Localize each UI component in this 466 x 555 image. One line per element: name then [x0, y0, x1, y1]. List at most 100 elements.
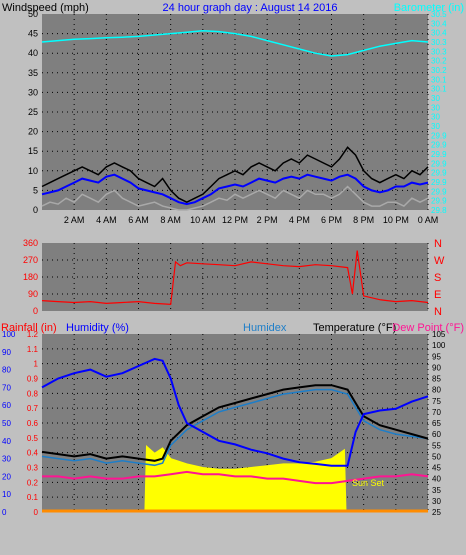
- x-tick-label: 12 PM: [222, 215, 248, 225]
- x-tick-label: 0 AM: [418, 215, 439, 225]
- wind-axis-tick: 35: [28, 68, 38, 78]
- direction-axis-tick: 0: [33, 306, 38, 316]
- barometer-axis-tick: 29.8: [431, 206, 447, 215]
- rain-axis-tick: 0.8: [27, 389, 39, 398]
- x-tick-label: 2 PM: [257, 215, 278, 225]
- x-tick-label: 2 AM: [64, 215, 85, 225]
- barometer-axis-tick: 29.9: [431, 131, 447, 140]
- compass-axis-tick: E: [434, 289, 441, 301]
- wind-lull-series: [41, 185, 429, 211]
- x-tick-label: 8 AM: [160, 215, 181, 225]
- barometer-axis-tick: 29.9: [431, 159, 447, 168]
- humidity-axis-tick: 0: [2, 508, 7, 517]
- barometer-axis-tick: 29.9: [431, 187, 447, 196]
- temperature-axis-tick: 40: [432, 475, 441, 484]
- x-tick-label: 10 AM: [190, 215, 216, 225]
- temperature-axis-tick: 65: [432, 419, 441, 428]
- humidity-axis-tick: 30: [2, 455, 11, 464]
- barometer-axis-tick: 30.2: [431, 57, 447, 66]
- wind-panel: [41, 30, 429, 211]
- temperature-axis-tick: 35: [432, 486, 441, 495]
- wind-axis-tick: 20: [28, 127, 38, 137]
- compass-axis-tick: S: [434, 272, 441, 284]
- rain-axis-tick: 0.1: [27, 493, 39, 502]
- wind-axis-tick: 30: [28, 87, 38, 97]
- direction-axis-tick: 180: [23, 272, 38, 282]
- chart-title: 24 hour graph day : August 14 2016: [163, 2, 338, 14]
- temperature-axis-tick: 80: [432, 386, 441, 395]
- barometer-axis-tick: 30: [431, 122, 440, 131]
- rain-axis-tick: 0.5: [27, 434, 39, 443]
- x-tick-label: 4 AM: [96, 215, 117, 225]
- wind-axis-tick: 0: [33, 205, 38, 215]
- barometer-axis-tick: 30.4: [431, 29, 447, 38]
- barometer-axis-tick: 30.1: [431, 75, 447, 84]
- barometer-axis-tick: 29.9: [431, 169, 447, 178]
- barometer-axis-tick: 29.9: [431, 197, 447, 206]
- rain-axis-tick: 1.2: [27, 330, 39, 339]
- temperature-axis-tick: 100: [432, 341, 446, 350]
- temperature-axis-tick: 90: [432, 363, 441, 372]
- legend-temperature: Temperature (°F): [313, 322, 396, 334]
- barometer-axis-tick: 30.1: [431, 85, 447, 94]
- rain-axis-tick: 0.3: [27, 464, 39, 473]
- direction-panel-bg: [42, 243, 428, 311]
- wind-axis-tick: 40: [28, 48, 38, 58]
- direction-axis-tick: 360: [23, 238, 38, 248]
- humidity-axis-tick: 10: [2, 490, 11, 499]
- humidity-axis-tick: 90: [2, 348, 11, 357]
- barometer-axis-tick: 30.2: [431, 66, 447, 75]
- axes: 2 AM 4 AM 6 AM 8 AM 10 AM 12 PM 2 PM 4 PM 6 PM 8 …: [2, 9, 447, 517]
- humidity-series: [41, 357, 429, 467]
- temperature-axis-tick: 75: [432, 397, 441, 406]
- humidity-axis-tick: 80: [2, 366, 11, 375]
- rain-axis-tick: 0: [34, 508, 39, 517]
- wind-axis-tick: 10: [28, 166, 38, 176]
- x-tick-label: 8 PM: [353, 215, 374, 225]
- temperature-axis-tick: 60: [432, 430, 441, 439]
- rain-axis-tick: 1: [34, 360, 39, 369]
- direction-panel: [41, 250, 429, 306]
- humidity-axis-tick: 70: [2, 383, 11, 392]
- humidity-axis-tick: 60: [2, 401, 11, 410]
- humidex-series: [41, 388, 429, 467]
- temperature-axis-tick: 30: [432, 497, 441, 506]
- x-tick-label: 6 PM: [321, 215, 342, 225]
- sun-set-label: Sun Set: [352, 478, 385, 488]
- rain-axis-tick: 0.7: [27, 404, 39, 413]
- humidity-axis-tick: 40: [2, 437, 11, 446]
- temperature-axis-tick: 55: [432, 441, 441, 450]
- compass-axis-tick: N: [434, 306, 442, 318]
- legend-dew-point: Dew Point (°F): [392, 322, 464, 334]
- wind-average-series: [41, 173, 429, 206]
- wind-axis-tick: 25: [28, 107, 38, 117]
- temperature-axis-tick: 95: [432, 352, 441, 361]
- barometer-series: [41, 30, 429, 57]
- wind-axis-tick: 45: [28, 29, 38, 39]
- barometer-axis-tick: 29.9: [431, 150, 447, 159]
- barometer-axis-tick: 30: [431, 113, 440, 122]
- barometer-axis-tick: 30.3: [431, 47, 447, 56]
- barometer-axis-tick: 29.9: [431, 178, 447, 187]
- temperature-axis-tick: 50: [432, 452, 441, 461]
- temperature-axis-tick: 85: [432, 375, 441, 384]
- header-left-label: Windspeed (mph): [2, 2, 89, 14]
- sun-rise-label: Sun Rise: [151, 478, 188, 488]
- direction-axis-tick: 90: [28, 289, 38, 299]
- direction-axis-tick: 270: [23, 255, 38, 265]
- temperature-axis-tick: 45: [432, 464, 441, 473]
- header-right-label: Barometer (in): [394, 2, 464, 14]
- compass-axis-tick: N: [434, 238, 442, 250]
- humidity-axis-tick: 50: [2, 419, 11, 428]
- rain-axis-tick: 0.9: [27, 375, 39, 384]
- wind-speed-series: [41, 146, 429, 204]
- rain-axis-tick: 0.4: [27, 449, 39, 458]
- temperature-axis-tick: 105: [432, 330, 446, 339]
- wind-direction-series: [41, 250, 429, 306]
- humidity-axis-tick: 20: [2, 472, 11, 481]
- barometer-axis-tick: 29.9: [431, 141, 447, 150]
- legend-humidex: Humidex: [243, 322, 287, 334]
- rain-axis-tick: 1.1: [27, 345, 39, 354]
- temperature-axis-tick: 25: [432, 508, 441, 517]
